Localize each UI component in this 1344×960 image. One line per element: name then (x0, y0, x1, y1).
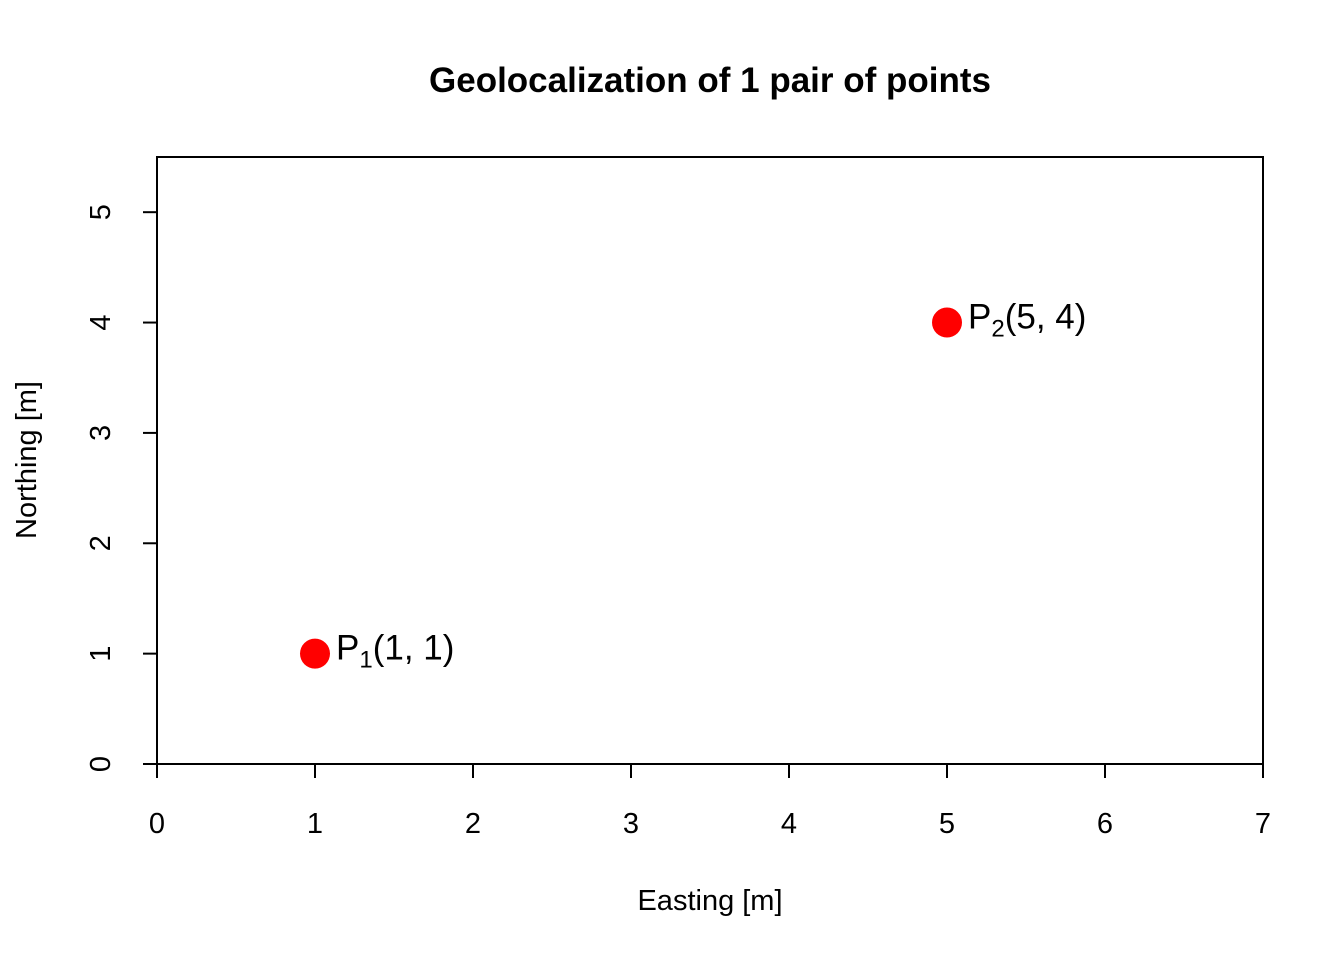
x-tick-label: 2 (465, 808, 481, 840)
chart-title: Geolocalization of 1 pair of points (429, 61, 991, 100)
x-tick-label: 0 (149, 808, 165, 840)
y-tick-label: 2 (85, 535, 117, 551)
x-tick-label: 6 (1097, 808, 1113, 840)
point-coords: (1, 1) (373, 629, 455, 668)
y-tick-label: 4 (85, 314, 117, 330)
point-subscript: 1 (359, 647, 372, 674)
data-points: P1(1, 1)P2(5, 4) (300, 298, 1086, 674)
x-tick-label: 4 (781, 808, 797, 840)
x-axis: 0 1 2 3 4 5 6 7 (149, 763, 1271, 840)
data-point (300, 638, 330, 669)
point-name: P (336, 629, 359, 668)
x-tick-label: 1 (307, 808, 323, 840)
y-tick-label: 0 (85, 756, 117, 772)
plot-frame (156, 156, 1264, 765)
y-axis-label: Northing [m] (11, 381, 43, 539)
point-name: P (968, 298, 991, 337)
y-axis: 0 1 2 3 4 5 (85, 204, 158, 772)
x-tick-label: 5 (939, 808, 955, 840)
x-tick-label: 3 (623, 808, 639, 840)
point-subscript: 2 (991, 316, 1004, 343)
x-tick-label: 7 (1255, 808, 1271, 840)
point-label: P1(1, 1) (336, 629, 454, 674)
data-point (932, 307, 962, 338)
y-tick-label: 3 (85, 425, 117, 441)
y-tick-label: 1 (85, 646, 117, 662)
point-label: P2(5, 4) (968, 298, 1086, 343)
y-tick-label: 5 (85, 204, 117, 220)
point-coords: (5, 4) (1005, 298, 1087, 337)
x-axis-label: Easting [m] (637, 885, 782, 917)
